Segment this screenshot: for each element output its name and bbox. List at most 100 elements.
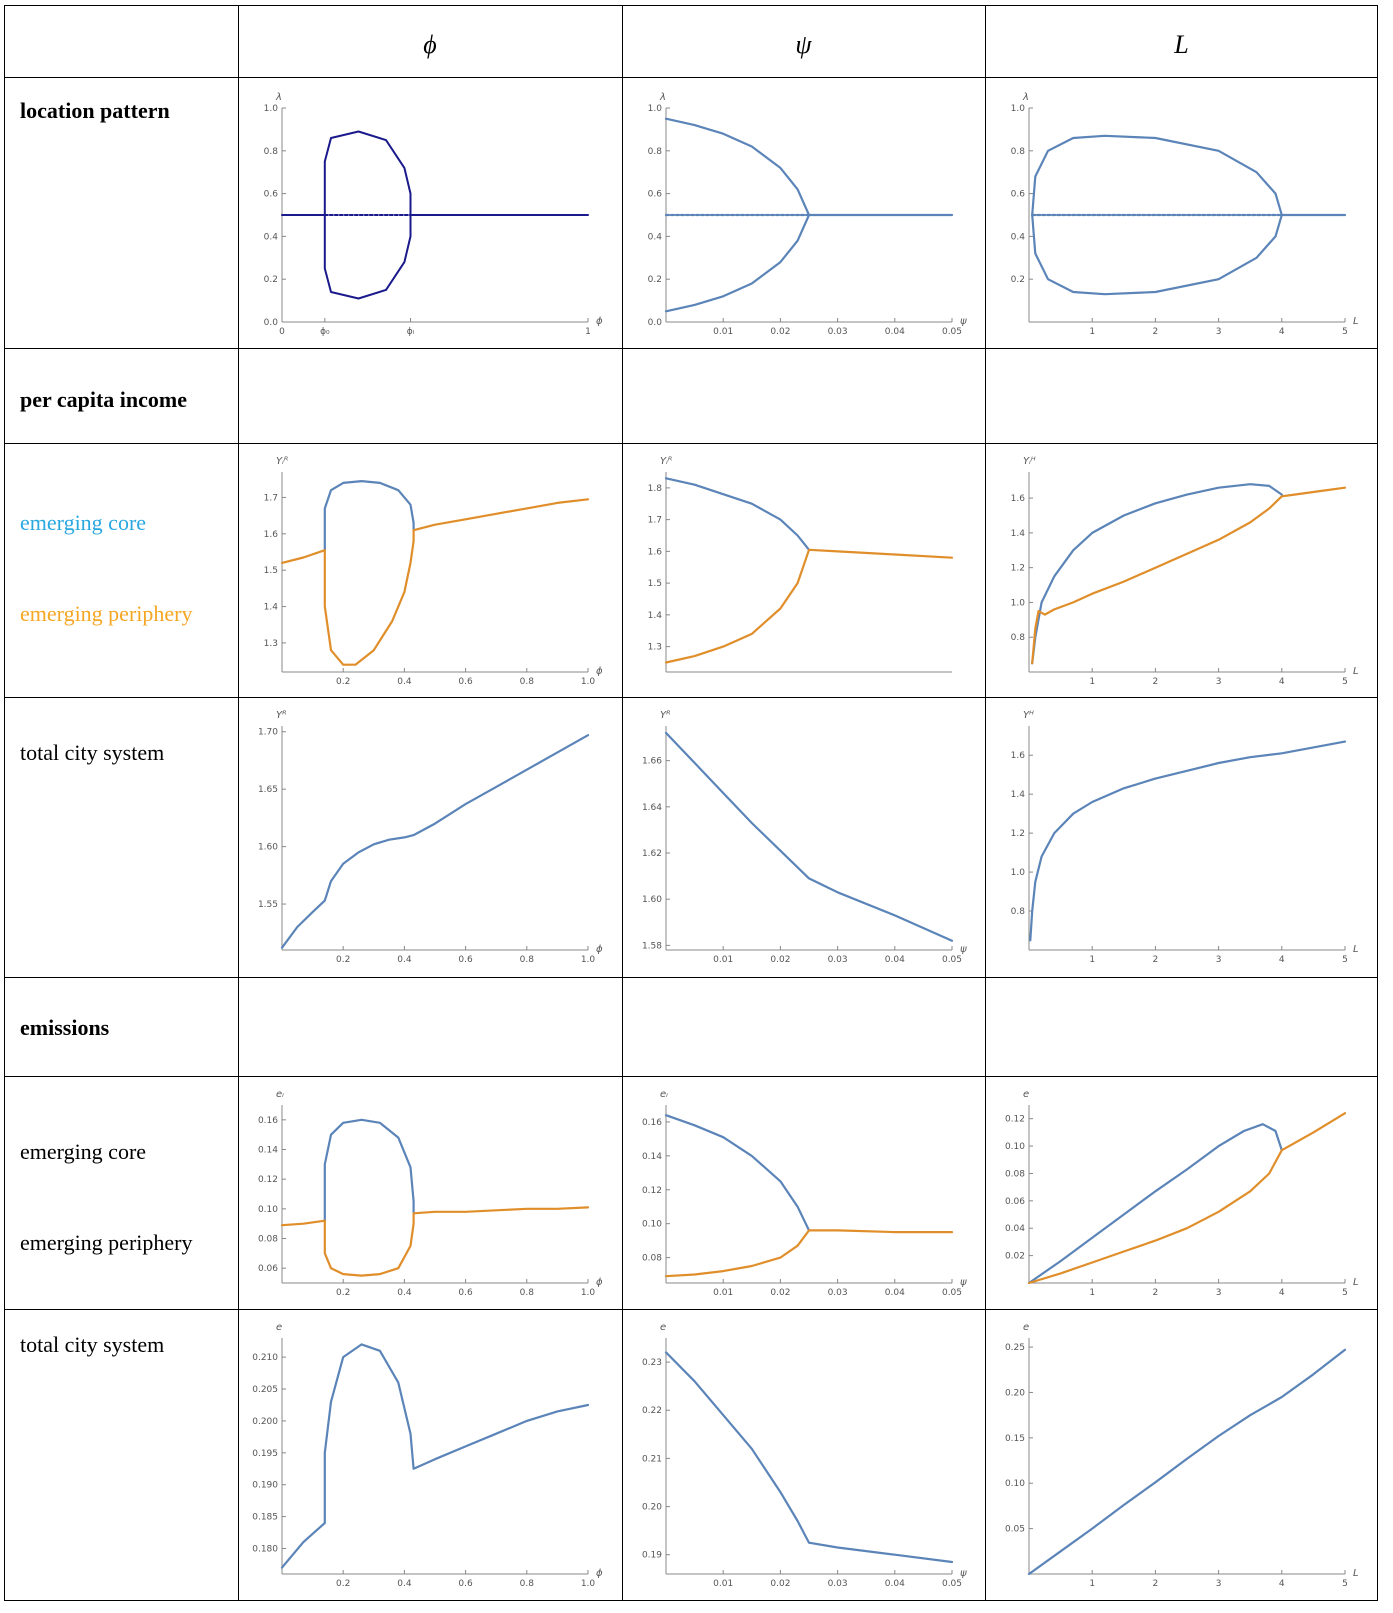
y-tick-label: 0.22 (642, 1406, 662, 1416)
x-axis-label: L (1353, 944, 1359, 955)
y-tick-label: 0.8 (1011, 633, 1026, 643)
y-tick-label: 0.200 (252, 1417, 278, 1427)
series-line-1 (1031, 213, 1283, 296)
y-tick-label: 1.65 (258, 785, 278, 795)
y-tick-label: 1.2 (1011, 829, 1025, 839)
x-axis-label: L (1353, 1568, 1359, 1579)
x-tick-label: 1.0 (581, 1288, 596, 1298)
row-label-emerging-periphery: emerging periphery (20, 601, 193, 626)
series-line-0 (1027, 1348, 1347, 1576)
x-tick-label: 0.02 (770, 1288, 790, 1298)
y-tick-label: 1.5 (648, 579, 662, 589)
x-tick-label: 0.8 (520, 677, 535, 687)
y-axis-label: λ (275, 92, 282, 103)
y-tick-label: 0.21 (642, 1454, 662, 1464)
y-tick-label: 0.210 (252, 1353, 278, 1363)
x-axis-label: ϕ (596, 316, 603, 327)
chart-location-L: 0.2 0.4 0.6 0.8 1.0 1 2 3 4 5 λ L (1011, 92, 1359, 337)
y-tick-label: 1.6 (648, 547, 663, 557)
y-tick-label: 0.08 (642, 1254, 662, 1264)
x-tick-label: 1 (1089, 327, 1095, 337)
x-tick-label: 1 (1089, 955, 1095, 965)
x-tick-label: 0.4 (397, 955, 412, 965)
y-tick-label: 1.8 (648, 484, 663, 494)
x-tick-label: 3 (1216, 1579, 1222, 1589)
y-tick-label: 1.5 (264, 566, 278, 576)
series-line-periphery (1027, 1112, 1347, 1285)
x-tick-label: 0.05 (942, 327, 962, 337)
x-tick-label: 0.04 (885, 955, 905, 965)
y-tick-label: 0.8 (264, 147, 279, 157)
series-line-periphery (1031, 486, 1347, 665)
x-tick-label: 0 (279, 327, 285, 337)
x-axis-label: ϕ (596, 944, 603, 955)
row-label-emerging-core: emerging core (20, 510, 147, 535)
x-tick-label: 4 (1279, 1288, 1285, 1298)
x-tick-label: 0.03 (828, 327, 848, 337)
x-axis-label: ψ (960, 1568, 967, 1579)
y-tick-label: 0.04 (1005, 1224, 1025, 1234)
y-tick-label: 0.14 (258, 1146, 278, 1156)
y-tick-label: 0.8 (1011, 147, 1026, 157)
row-label-per-capita-income: per capita income (20, 387, 188, 412)
x-tick-label: 0.05 (942, 1579, 962, 1589)
x-tick-label: 1 (1089, 1579, 1095, 1589)
y-tick-label: 1.70 (258, 728, 278, 738)
y-tick-label: 0.08 (1005, 1169, 1025, 1179)
y-tick-label: 0.10 (1005, 1142, 1025, 1152)
y-tick-label: 1.7 (264, 493, 278, 503)
y-axis-label: e (660, 1322, 666, 1333)
y-axis-label: λ (1022, 92, 1029, 103)
y-tick-label: 0.0 (648, 318, 663, 328)
column-header-psi: ψ (795, 30, 812, 59)
y-tick-label: 1.7 (648, 516, 662, 526)
y-tick-label: 1.60 (642, 895, 662, 905)
x-tick-label: 0.04 (885, 327, 905, 337)
y-tick-label: 0.12 (642, 1186, 662, 1196)
x-axis-label: L (1353, 316, 1359, 327)
x-axis-label: L (1353, 1277, 1359, 1288)
column-header-L: L (1174, 30, 1189, 59)
y-tick-label: 0.16 (258, 1116, 278, 1126)
chart-income-L: 0.8 1.0 1.2 1.4 1.6 1 2 3 4 5 Yᵢᴴ L (1011, 456, 1359, 687)
row-label-total-city-system: total city system (20, 740, 165, 765)
row-label-total-city-system: total city system (20, 1332, 165, 1357)
chart-total-emissions-L: 0.05 0.10 0.15 0.20 0.25 1 2 3 4 5 e L (1005, 1322, 1359, 1589)
x-tick-label: 3 (1216, 955, 1222, 965)
row-label-location-pattern: location pattern (20, 98, 170, 123)
x-tick-label: 5 (1342, 955, 1348, 965)
series-line-0 (280, 734, 590, 949)
y-tick-label: 0.185 (252, 1513, 278, 1523)
x-tick-label: 0.6 (458, 1579, 473, 1589)
x-tick-label: 2 (1153, 327, 1159, 337)
chart-emissions-psi: 0.08 0.10 0.12 0.14 0.16 0.01 0.02 0.03 0.04 0.05… (642, 1089, 967, 1298)
x-axis-label: L (1353, 666, 1359, 677)
y-tick-label: 0.180 (252, 1544, 278, 1554)
y-tick-label: 1.66 (642, 757, 662, 767)
series-line-periphery (664, 1229, 954, 1278)
x-axis-label: ψ (960, 316, 967, 327)
x-tick-label: 3 (1216, 1288, 1222, 1298)
x-tick-label: 5 (1342, 1579, 1348, 1589)
x-tick-label: 0.2 (336, 1288, 350, 1298)
x-axis-label: ϕ (596, 666, 603, 677)
y-tick-label: 1.0 (1011, 598, 1026, 608)
y-tick-label: 0.6 (264, 190, 279, 200)
x-tick-label: ϕₗ (407, 327, 415, 337)
x-tick-label: 3 (1216, 677, 1222, 687)
x-axis-label: ψ (960, 944, 967, 955)
y-tick-label: 0.4 (264, 232, 279, 242)
series-line-0 (1031, 134, 1283, 217)
column-header-phi: ϕ (423, 30, 437, 59)
y-tick-label: 0.2 (1011, 275, 1025, 285)
chart-total-income-phi: 1.55 1.60 1.65 1.70 0.2 0.4 0.6 0.8 1.0 Yᴿ ϕ (258, 710, 603, 965)
x-tick-label: 5 (1342, 1288, 1348, 1298)
y-tick-label: 1.0 (648, 104, 663, 114)
y-tick-label: 1.3 (264, 639, 278, 649)
x-tick-label: 0.01 (713, 1579, 733, 1589)
y-tick-label: 1.2 (1011, 564, 1025, 574)
x-tick-label: 4 (1279, 1579, 1285, 1589)
x-tick-label: 0.02 (770, 327, 790, 337)
chart-location-psi: 0.0 0.2 0.4 0.6 0.8 1.0 0.01 0.02 0.03 0.04 0.05 λ ψ (648, 92, 967, 337)
